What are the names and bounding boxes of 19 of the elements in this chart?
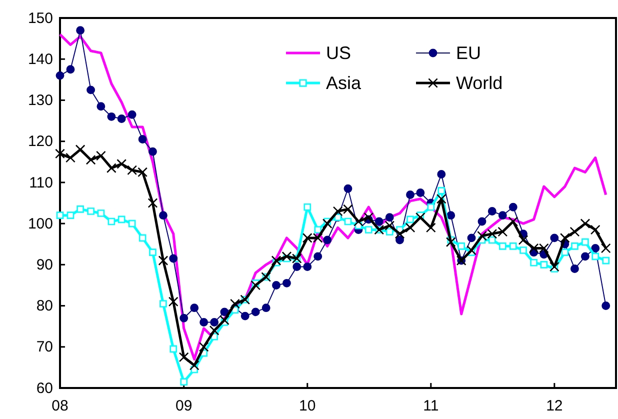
legend-label: World bbox=[456, 73, 503, 93]
y-tick-label: 150 bbox=[28, 10, 53, 27]
legend-label: EU bbox=[456, 43, 482, 63]
legend-label: Asia bbox=[326, 73, 362, 93]
y-tick-label: 130 bbox=[28, 92, 53, 110]
x-tick-label: 11 bbox=[423, 398, 439, 414]
y-tick-label: 60 bbox=[36, 380, 53, 397]
y-tick-label: 70 bbox=[36, 338, 53, 356]
legend-label: US bbox=[326, 43, 352, 63]
x-tick-label: 10 bbox=[299, 398, 316, 414]
y-tick-label: 100 bbox=[28, 215, 53, 232]
x-tick-label: 12 bbox=[546, 398, 563, 414]
x-tick-label: 08 bbox=[52, 398, 68, 414]
y-tick-label: 140 bbox=[28, 50, 53, 68]
y-tick-label: 90 bbox=[36, 256, 53, 274]
y-tick-label: 120 bbox=[28, 133, 53, 150]
y-tick-label: 110 bbox=[29, 174, 53, 192]
y-tick-label: 80 bbox=[36, 298, 53, 315]
x-tick-label: 09 bbox=[176, 398, 192, 414]
